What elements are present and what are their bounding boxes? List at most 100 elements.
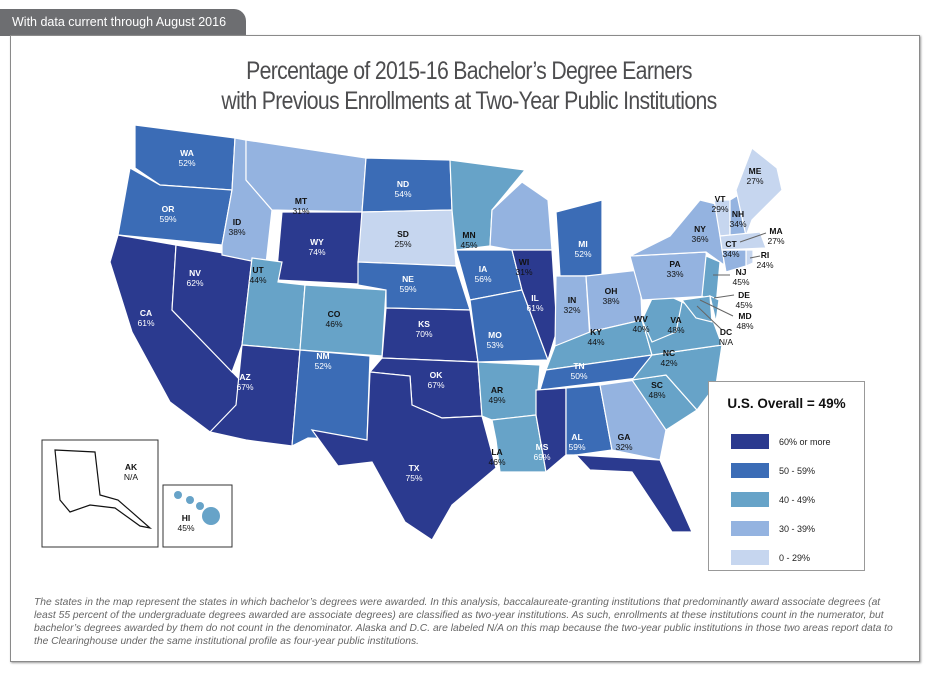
- state-MS: [535, 387, 567, 474]
- state-value-OH: 38%: [602, 296, 619, 306]
- state-label-WY: WY: [310, 237, 324, 247]
- state-CT: [721, 249, 747, 273]
- state-value-WV: 40%: [632, 324, 649, 334]
- state-label-CO: CO: [328, 309, 341, 319]
- state-value-IN: 32%: [563, 305, 580, 315]
- state-label-KS: KS: [418, 319, 430, 329]
- state-label-MO: MO: [488, 330, 502, 340]
- state-label-NV: NV: [189, 268, 201, 278]
- state-label-WA: WA: [180, 148, 194, 158]
- state-label-IN: IN: [568, 295, 577, 305]
- state-value-MS: 69%: [533, 452, 550, 462]
- legend-swatch: [731, 434, 769, 449]
- state-CO: [299, 284, 387, 357]
- state-value-VA: 48%: [667, 325, 684, 335]
- state-value-NV: 62%: [186, 278, 203, 288]
- state-HI-island: [174, 491, 182, 499]
- state-label-VT: VT: [715, 194, 727, 204]
- state-label-AZ: AZ: [239, 372, 250, 382]
- state-value-FL: 64%: [679, 482, 696, 492]
- state-value-KY: 44%: [587, 337, 604, 347]
- state-HI-island: [202, 507, 220, 525]
- state-value-GA: 32%: [615, 442, 632, 452]
- state-HI-island: [196, 502, 204, 510]
- state-label-NC: NC: [663, 348, 675, 358]
- legend: U.S. Overall = 49% 60% or more 50 - 59% 40…: [708, 381, 865, 571]
- state-label-MI: MI: [578, 239, 587, 249]
- state-value-NY: 36%: [691, 234, 708, 244]
- state-label-OK: OK: [430, 370, 444, 380]
- state-value-AZ: 67%: [236, 382, 253, 392]
- data-currency-banner: With data current through August 2016: [0, 9, 246, 36]
- state-label-HI: HI: [182, 513, 191, 523]
- legend-swatch: [731, 550, 769, 565]
- legend-swatch: [731, 492, 769, 507]
- callout-line-RI: [749, 255, 761, 259]
- state-label-IA: IA: [479, 264, 488, 274]
- state-MT: [245, 139, 367, 213]
- state-FL: [574, 454, 693, 533]
- state-label-AL: AL: [571, 432, 582, 442]
- state-label-NM: NM: [316, 351, 329, 361]
- state-value-NJ: 45%: [732, 277, 749, 287]
- state-value-PA: 33%: [666, 269, 683, 279]
- state-label-RI: RI: [761, 250, 770, 260]
- state-label-MA: MA: [769, 226, 782, 236]
- state-label-AK: AK: [125, 462, 138, 472]
- legend-item: 30 - 39%: [731, 521, 815, 536]
- state-label-ID: ID: [233, 217, 242, 227]
- state-value-HI: 45%: [177, 523, 194, 533]
- state-label-OR: OR: [162, 204, 175, 214]
- state-label-NJ: NJ: [736, 267, 747, 277]
- state-label-MS: MS: [536, 442, 549, 452]
- state-value-AK: N/A: [124, 472, 139, 482]
- state-value-MO: 53%: [486, 340, 503, 350]
- state-label-PA: PA: [669, 259, 680, 269]
- footnote: The states in the map represent the stat…: [34, 597, 893, 647]
- map-title: Percentage of 2015-16 Bachelor’s Degree …: [70, 56, 867, 116]
- state-label-MT: MT: [295, 196, 308, 206]
- state-label-DC: DC: [720, 327, 732, 337]
- legend-item: 50 - 59%: [731, 463, 815, 478]
- callout-line-DE: [713, 294, 735, 299]
- state-label-ND: ND: [397, 179, 409, 189]
- state-value-NH: 34%: [729, 219, 746, 229]
- callout-line-MA: [739, 232, 767, 243]
- state-value-IA: 56%: [474, 274, 491, 284]
- state-label-UT: UT: [252, 265, 264, 275]
- state-value-AR: 49%: [488, 395, 505, 405]
- state-value-SC: 48%: [648, 390, 665, 400]
- state-value-NE: 59%: [399, 284, 416, 294]
- state-label-OH: OH: [605, 286, 618, 296]
- state-value-CA: 61%: [137, 318, 154, 328]
- legend-label: 60% or more: [779, 436, 831, 447]
- state-GA: [599, 379, 667, 461]
- state-label-AR: AR: [491, 385, 503, 395]
- callout-line-DC: [696, 305, 723, 331]
- state-value-ME: 27%: [746, 176, 763, 186]
- state-value-ND: 54%: [394, 189, 411, 199]
- state-label-TN: TN: [573, 361, 584, 371]
- state-label-FL: FL: [683, 472, 693, 482]
- state-value-TX: 75%: [405, 473, 422, 483]
- us-overall-value: U.S. Overall = 49%: [727, 396, 846, 411]
- state-label-TX: TX: [409, 463, 420, 473]
- state-value-OR: 59%: [159, 214, 176, 224]
- state-label-MD: MD: [738, 311, 751, 321]
- state-value-DC: N/A: [719, 337, 734, 347]
- legend-item: 60% or more: [731, 434, 831, 449]
- state-value-KS: 70%: [415, 329, 432, 339]
- state-value-CO: 46%: [325, 319, 342, 329]
- state-AR: [477, 361, 541, 421]
- state-value-NC: 42%: [660, 358, 677, 368]
- callout-line-MD: [699, 299, 734, 317]
- figure-frame: [10, 35, 920, 662]
- state-label-CA: CA: [140, 308, 152, 318]
- state-AK: [54, 449, 153, 530]
- state-value-LA: 46%: [488, 457, 505, 467]
- state-label-VA: VA: [670, 315, 681, 325]
- state-TX: [310, 371, 497, 541]
- state-label-SC: SC: [651, 380, 663, 390]
- state-AL: [565, 384, 613, 456]
